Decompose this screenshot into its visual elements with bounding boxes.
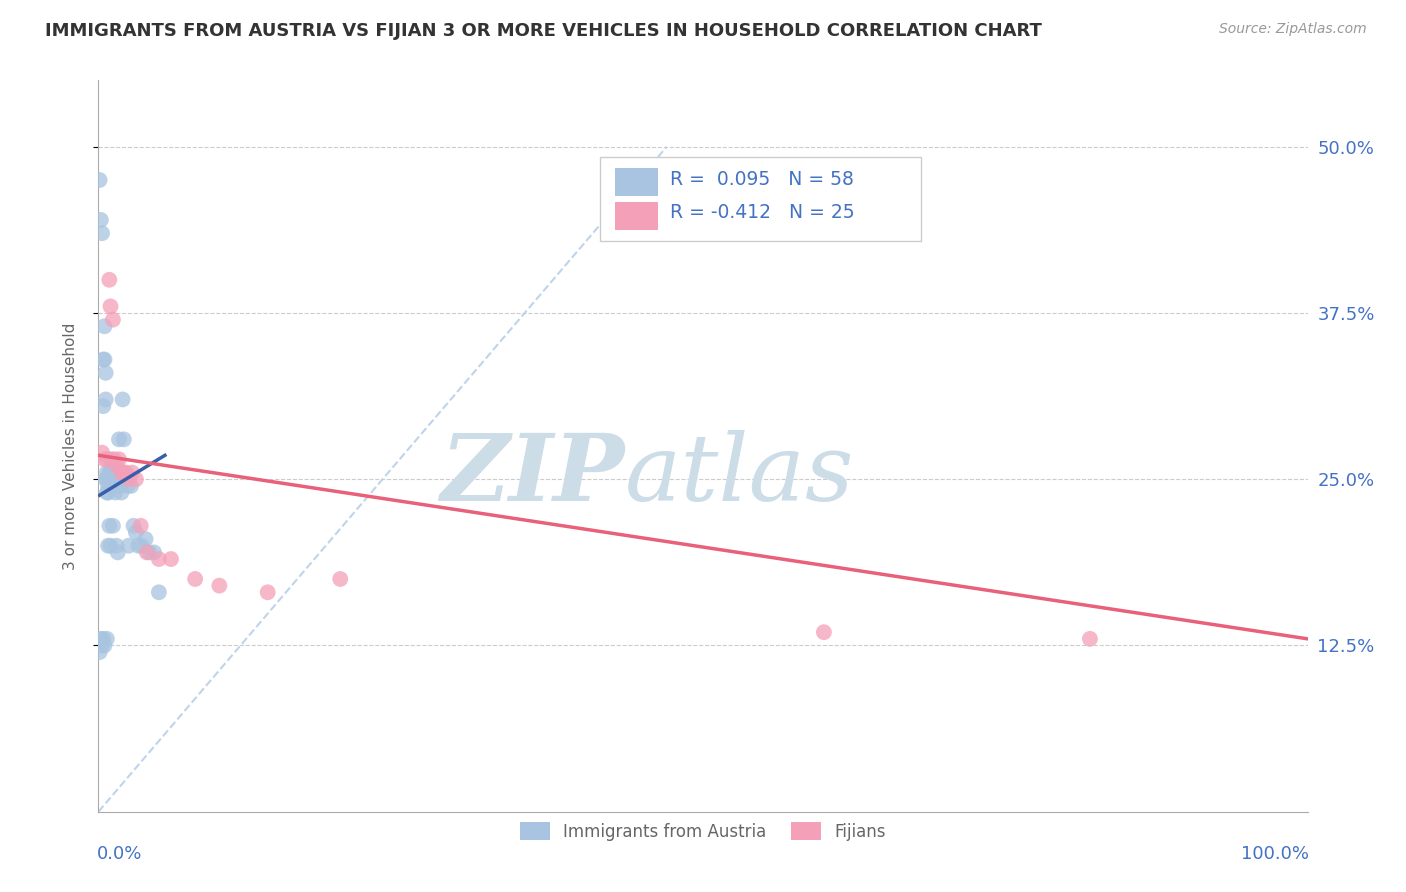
Point [105,472,128,486]
Point [100,472,122,486]
Point [103,452,125,467]
Point [89,645,111,659]
Point [91,632,114,646]
Point [108,433,131,447]
Point [97,472,120,486]
Text: IMMIGRANTS FROM AUSTRIA VS FIJIAN 3 OR MORE VEHICLES IN HOUSEHOLD CORRELATION CH: IMMIGRANTS FROM AUSTRIA VS FIJIAN 3 OR M… [45,22,1042,40]
Point [100,452,122,467]
Y-axis label: 3 or more Vehicles in Household: 3 or more Vehicles in Household [63,322,77,570]
Point [105,539,128,553]
Point [103,479,125,493]
Point [94,472,117,486]
Point [256,585,278,599]
Point [105,458,128,473]
Text: Source: ZipAtlas.com: Source: ZipAtlas.com [1219,22,1367,37]
Point [115,466,138,480]
Point [110,466,132,480]
Point [138,545,160,559]
Point [104,472,127,486]
Point [97,485,120,500]
Point [101,312,124,326]
Text: R =  0.095   N = 58: R = 0.095 N = 58 [671,169,855,188]
Point [329,572,352,586]
Point [160,552,183,566]
Point [91,445,114,459]
Point [100,299,122,313]
FancyBboxPatch shape [600,157,921,241]
Point [1078,632,1101,646]
Point [111,392,134,407]
Point [97,479,120,493]
Point [91,226,114,240]
Point [98,518,121,533]
Point [135,532,157,546]
Point [110,485,132,500]
Point [103,466,125,480]
Point [98,273,121,287]
Point [98,472,121,486]
Point [127,539,149,553]
Point [94,392,117,407]
Point [129,518,152,533]
Point [100,466,122,480]
Text: 100.0%: 100.0% [1240,845,1309,863]
Text: R = -0.412   N = 25: R = -0.412 N = 25 [671,203,855,222]
Point [91,399,114,413]
Point [813,625,835,640]
Point [100,466,122,480]
Point [90,213,112,227]
Point [101,458,124,473]
Point [135,545,157,559]
Point [98,466,121,480]
Point [112,466,135,480]
Point [101,518,124,533]
Point [118,539,141,553]
Point [114,472,136,486]
Text: 0.0%: 0.0% [97,845,142,863]
Point [104,485,127,500]
Point [96,632,118,646]
Point [143,545,166,559]
Text: ZIP: ZIP [440,430,624,520]
Point [93,452,115,467]
Point [96,452,118,467]
Point [125,472,148,486]
Point [122,518,145,533]
Legend: Immigrants from Austria, Fijians: Immigrants from Austria, Fijians [513,816,893,847]
Point [117,479,139,493]
Point [93,352,115,367]
Point [90,632,112,646]
Point [107,479,129,493]
Text: atlas: atlas [624,430,853,520]
Point [94,366,117,380]
Point [112,433,135,447]
Point [89,173,111,187]
Point [96,472,118,486]
Point [91,639,114,653]
Point [96,485,118,500]
Point [108,479,131,493]
Point [97,539,120,553]
Bar [614,202,658,230]
Point [93,639,115,653]
Point [121,466,143,480]
Point [96,466,118,480]
Point [108,452,131,467]
Point [91,352,114,367]
Point [184,572,207,586]
Point [131,539,153,553]
Point [107,545,129,559]
Point [118,472,141,486]
Point [100,539,122,553]
Point [208,579,231,593]
Point [148,552,170,566]
Point [120,479,142,493]
Point [125,525,148,540]
Bar [614,168,658,196]
Point [148,585,170,599]
Point [93,319,115,334]
